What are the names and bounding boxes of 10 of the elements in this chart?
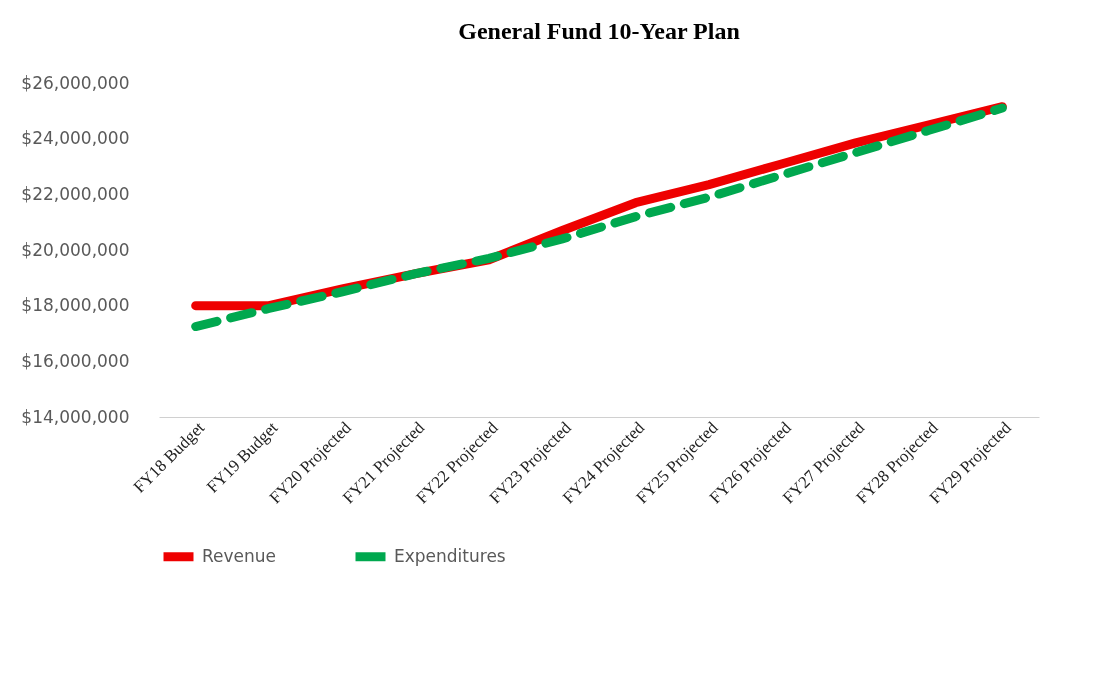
legend-label: Expenditures (394, 545, 506, 566)
chart-title: General Fund 10-Year Plan (458, 18, 740, 44)
y-tick-label: $24,000,000 (21, 128, 130, 149)
y-tick-label: $22,000,000 (21, 183, 130, 204)
y-tick-label: $16,000,000 (21, 350, 130, 371)
legend-label: Revenue (202, 545, 277, 566)
y-tick-label: $18,000,000 (21, 295, 130, 316)
y-tick-label: $26,000,000 (21, 72, 130, 93)
y-tick-label: $14,000,000 (21, 406, 130, 427)
y-tick-label: $20,000,000 (21, 239, 130, 260)
